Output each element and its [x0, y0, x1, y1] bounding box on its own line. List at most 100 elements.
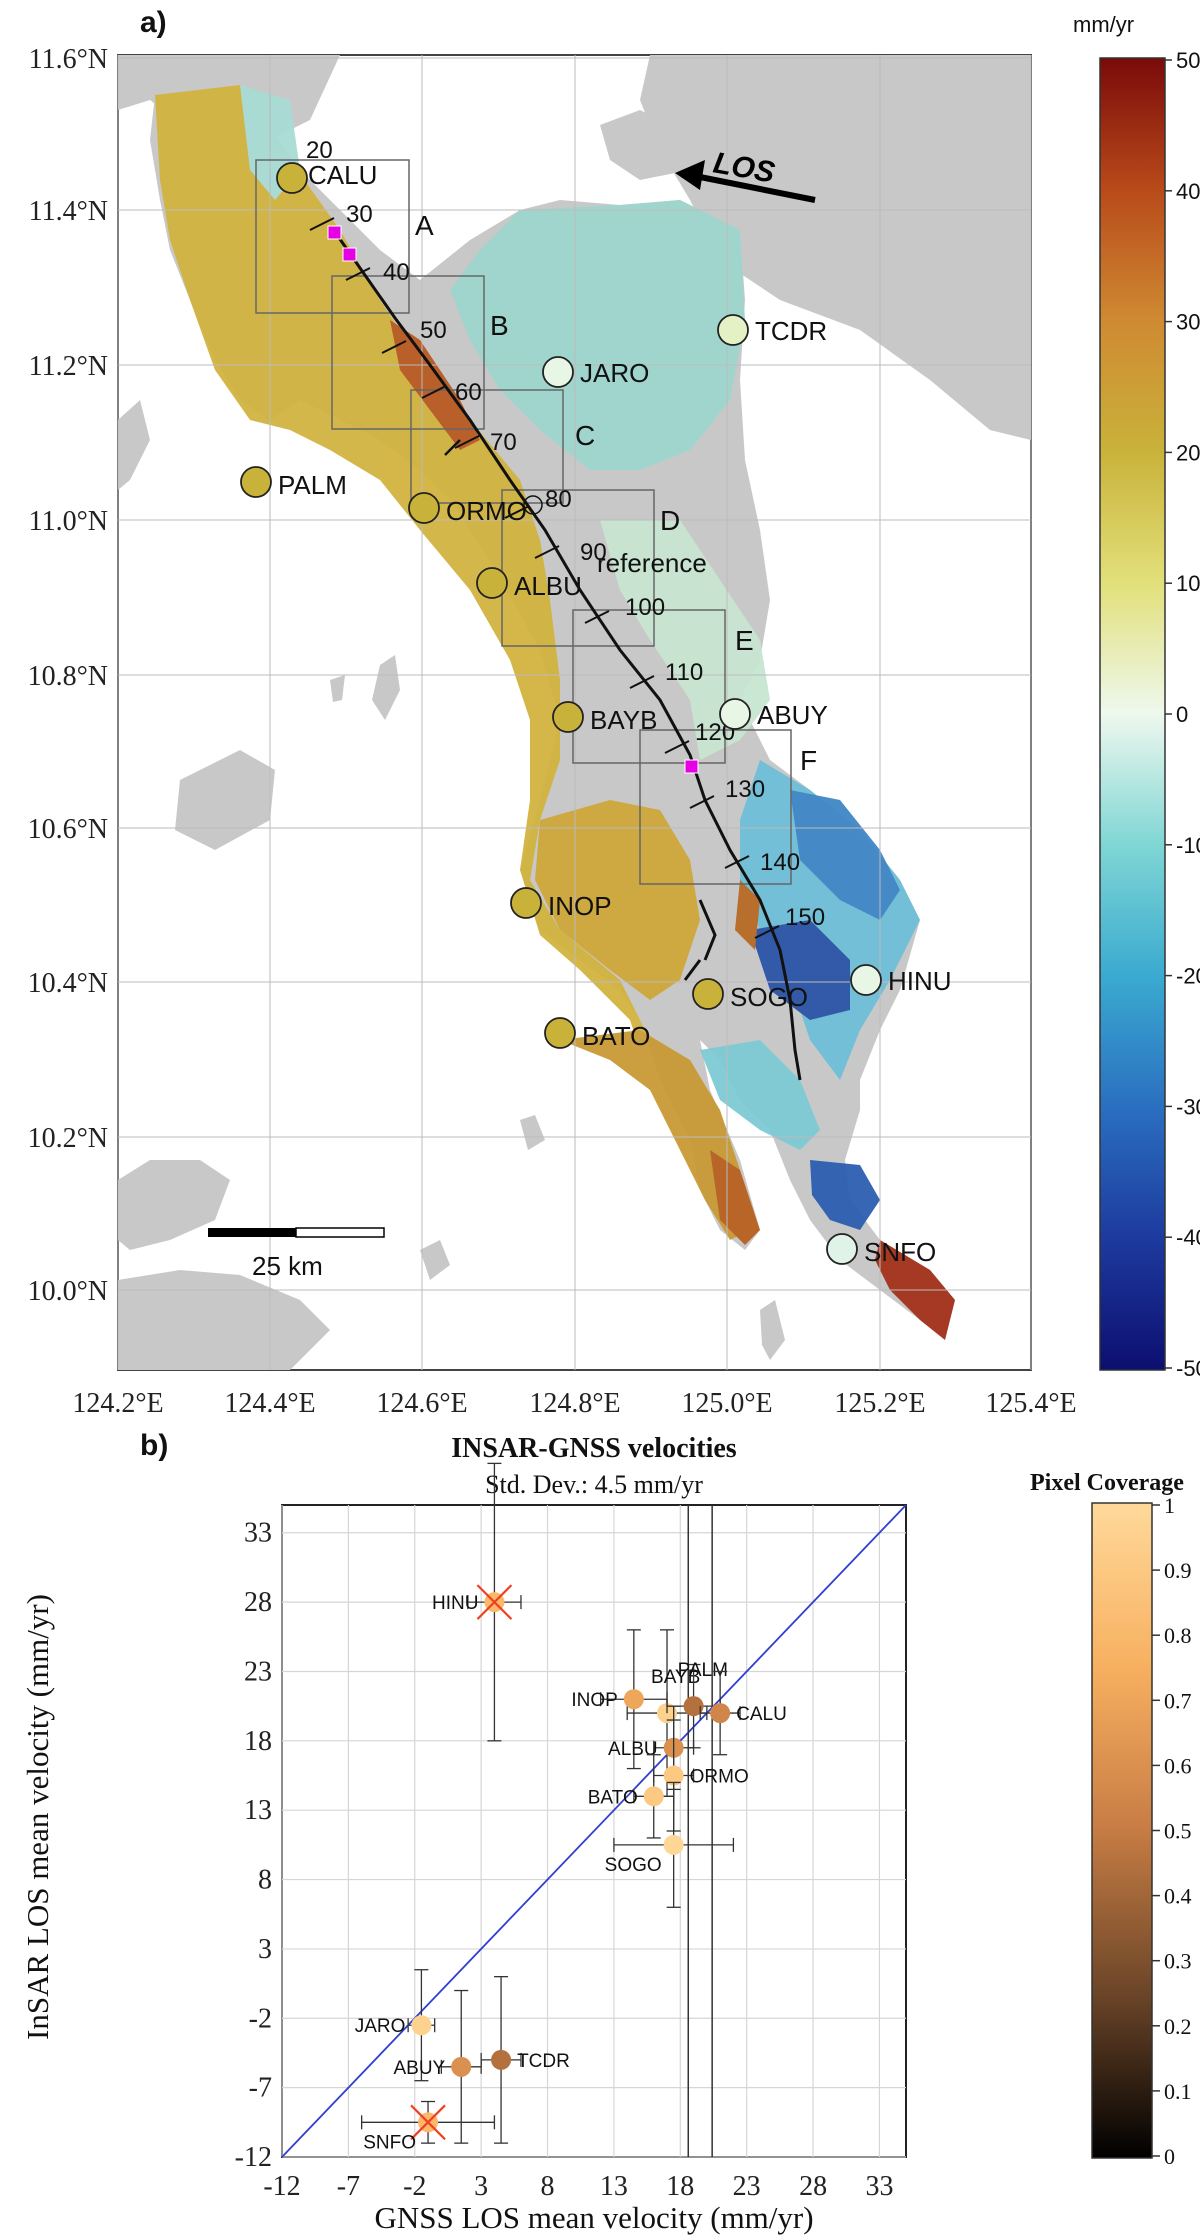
coverage-colorbar-tick-label: 0.9: [1164, 1558, 1192, 1583]
data-point-group: INOP: [571, 1629, 668, 1770]
coverage-colorbar-tick-label: 0.7: [1164, 1688, 1192, 1713]
y-tick-label: -2: [249, 2003, 272, 2034]
gnss-station-marker: [408, 492, 440, 524]
marker-square: [342, 247, 357, 262]
gnss-station-marker: [719, 698, 751, 730]
y-tick-label: 8: [258, 1865, 272, 1896]
lat-tick-label: 10.0°N: [28, 1276, 108, 1307]
fault-splay: [698, 899, 717, 961]
distance-label: 50: [420, 317, 447, 344]
y-tick-label: 13: [244, 1795, 272, 1826]
distance-label: 100: [625, 594, 665, 621]
coverage-colorbar-tick-label: 0.3: [1164, 1949, 1192, 1974]
colorbar-tick-label: -40: [1176, 1225, 1200, 1250]
distance-label: 20: [306, 137, 333, 164]
gnss-stations: CALU TCDR JARO PALM ORMO ALBU BAYB ABUY INOP SOGO…: [240, 160, 952, 1267]
colorbar-tick-label: 0: [1176, 702, 1188, 727]
x-tick-label: 28: [799, 2171, 827, 2202]
gnss-station-label: JARO: [580, 358, 649, 388]
x-tick-label: 33: [865, 2171, 893, 2202]
coverage-colorbar-ticks: 1 0.9 0.8 0.7 0.6 0.5 0.4 0.3 0.2 0.1 0: [1152, 1493, 1192, 2169]
colorbar-tick-label: -30: [1176, 1094, 1200, 1119]
data-point-group: CALU: [699, 1670, 787, 1756]
coverage-colorbar: [1091, 1502, 1153, 2159]
x-tick-label: -2: [403, 2171, 426, 2202]
gnss-station-label: CALU: [308, 160, 377, 190]
distance-tick: [754, 925, 780, 939]
arrow-head-icon: [675, 160, 705, 190]
coverage-colorbar-tick-label: 0: [1164, 2144, 1175, 2169]
coverage-colorbar-tick-label: 0.1: [1164, 2079, 1192, 2104]
y-tick-label: 33: [244, 1518, 272, 1549]
chart-ylabel: InSAR LOS mean velocity (mm/yr): [20, 1594, 55, 2040]
gnss-station-label: SNFO: [864, 1237, 936, 1267]
outlier-cross-icon: [476, 1584, 513, 1620]
colorbar-tick-label: 10: [1176, 571, 1200, 596]
colorbar-tick-label: 40: [1176, 179, 1200, 204]
distance-label: 40: [383, 259, 410, 286]
marker-square: [327, 225, 342, 240]
map-graticule: [117, 55, 1032, 1370]
lat-tick-label: 11.2°N: [29, 351, 108, 382]
lon-tick-label: 125.4°E: [985, 1388, 1076, 1419]
lat-tick-label: 11.0°N: [29, 506, 108, 537]
scale-label: 25 km: [252, 1251, 323, 1281]
lat-tick-label: 10.8°N: [28, 661, 108, 692]
gnss-station-marker: [510, 887, 542, 919]
data-point-label: SNFO: [363, 2132, 416, 2153]
sub-area-label: F: [800, 745, 817, 776]
gnss-station-marker: [476, 567, 508, 599]
sub-area-labels: A B C D E F: [415, 210, 817, 776]
sub-area-boxes: [255, 159, 792, 885]
y-tick-label: -12: [235, 2142, 272, 2173]
colorbar-unit: mm/yr: [1073, 12, 1134, 37]
latitude-labels: 11.6°N 11.4°N 11.2°N 11.0°N 10.8°N 10.6°N 10.4…: [28, 44, 108, 1307]
y-tick-label: 28: [244, 1587, 272, 1618]
data-point: [451, 2056, 472, 2077]
chart-xlabel: GNSS LOS mean velocity (mm/yr): [374, 2200, 813, 2235]
fault-splay: [444, 439, 461, 456]
gnss-station-label: ABUY: [757, 700, 828, 730]
distance-label: 80: [545, 486, 572, 513]
coverage-colorbar-tick-label: 0.5: [1164, 1819, 1192, 1844]
gnss-station-label: BAYB: [590, 705, 657, 735]
los-arrow: LOS: [675, 146, 816, 203]
sub-area-label: D: [660, 505, 680, 536]
gnss-station-marker: [542, 356, 574, 388]
gnss-station-marker: [240, 466, 272, 498]
data-point-group: JARO: [355, 1969, 436, 2082]
distance-tick: [689, 795, 715, 809]
gnss-station-label: BATO: [582, 1021, 650, 1051]
gnss-station-marker: [850, 964, 882, 996]
distance-tick: [584, 610, 610, 624]
data-point-label: INOP: [571, 1690, 617, 1711]
lon-tick-label: 124.6°E: [376, 1388, 467, 1419]
colorbar-tick-label: 20: [1176, 440, 1200, 465]
x-tick-label: 8: [541, 2171, 555, 2202]
colorbar-tick-label: -20: [1176, 964, 1200, 989]
data-point-group: BAYB: [626, 1629, 708, 1797]
lon-tick-label: 125.0°E: [681, 1388, 772, 1419]
gnss-station-label: SOGO: [730, 982, 808, 1012]
data-point: [491, 2049, 512, 2070]
distance-label: 60: [455, 379, 482, 406]
gnss-station-marker: [552, 701, 584, 733]
distance-tick: [345, 267, 371, 281]
y-tick-label: -7: [249, 2073, 272, 2104]
coverage-colorbar-tick-label: 0.2: [1164, 2014, 1192, 2039]
gnss-station-marker: [717, 314, 749, 346]
gnss-station-marker: [544, 1017, 576, 1049]
scatter-plot: -12 -7 -2 3 8 13 18 23 28 33 -12 -7 -2 3 8 13 18 23 28 33 HI…: [235, 1462, 907, 2202]
distance-label: 150: [785, 904, 825, 931]
sub-area-box: [639, 729, 792, 885]
chart-title: INSAR-GNSS velocities: [451, 1433, 737, 1464]
map-panel-label: a): [140, 6, 167, 39]
colorbar-tick-label: 30: [1176, 310, 1200, 335]
distance-tick: [454, 435, 480, 449]
velocity-colorbar: [1099, 57, 1166, 1371]
x-tick-label: 18: [666, 2171, 694, 2202]
data-point-group: HINU: [432, 1462, 522, 1742]
